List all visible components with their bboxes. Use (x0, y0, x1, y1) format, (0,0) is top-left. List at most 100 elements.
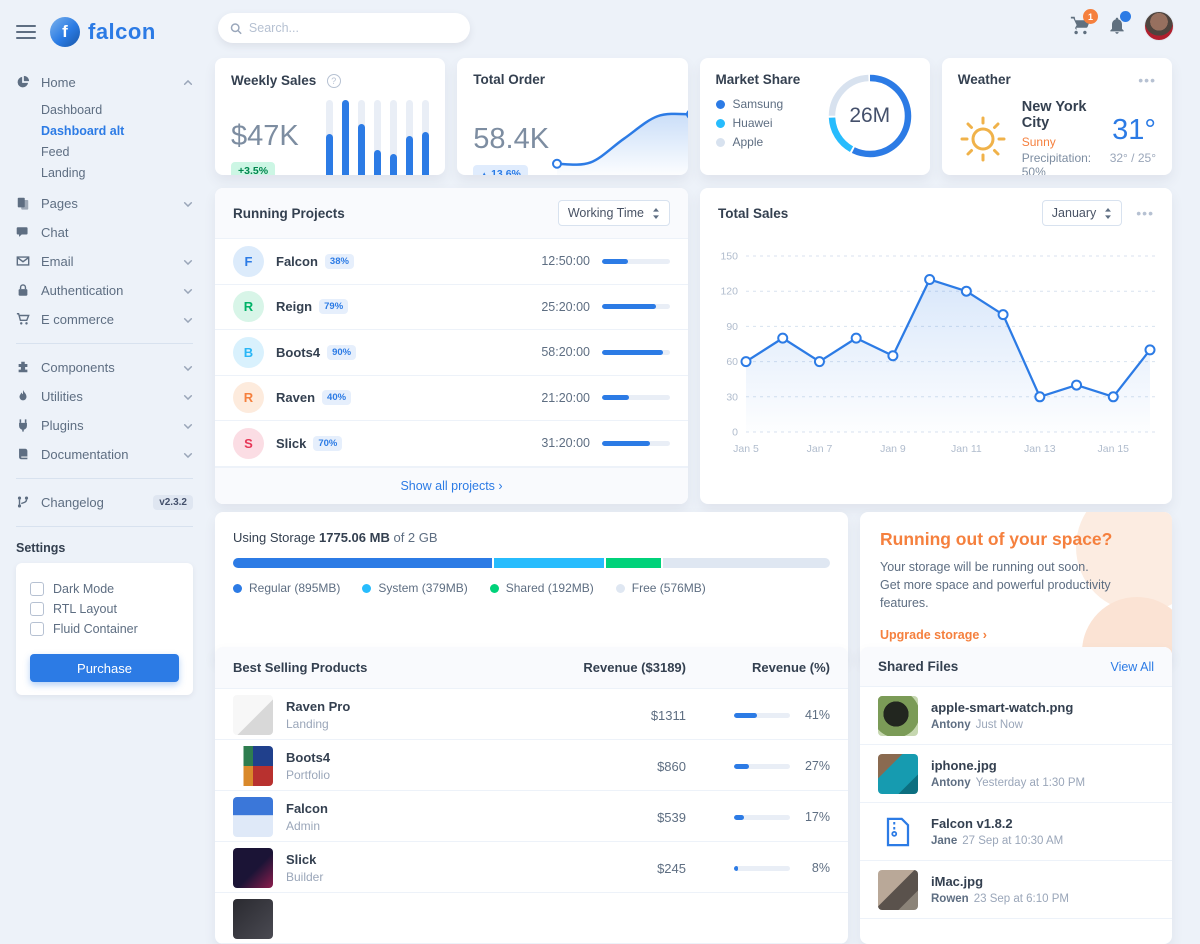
notification-dot-badge (1120, 11, 1131, 22)
checkbox[interactable] (30, 622, 44, 636)
product-percent-fill (734, 815, 744, 820)
project-name-link[interactable]: Reign (276, 299, 312, 314)
project-progress-group: 25:20:00 (541, 300, 670, 314)
checkbox[interactable] (30, 602, 44, 616)
market-share-title: Market Share (716, 72, 801, 87)
sidebar-item-chat[interactable]: Chat (16, 218, 193, 247)
sidebar-item-plugins[interactable]: Plugins (16, 411, 193, 440)
sidebar-item-dashboard[interactable]: Dashboard (41, 99, 193, 120)
file-author: Jane (931, 835, 957, 847)
show-all-projects-link[interactable]: Show all projects › (400, 479, 502, 493)
month-select[interactable]: January (1042, 200, 1122, 226)
product-name-link[interactable]: Boots4 (286, 750, 330, 765)
product-percent-cell: 41% (700, 708, 830, 722)
purchase-button[interactable]: Purchase (30, 654, 179, 682)
market-share-donut-chart: 26M (826, 72, 914, 160)
sidebar-item-utilities[interactable]: Utilities (16, 382, 193, 411)
total-sales-menu-button[interactable]: ••• (1136, 210, 1154, 216)
product-percent-value: 8% (800, 861, 830, 875)
file-name-link[interactable]: iphone.jpg (931, 758, 1085, 773)
version-badge: v2.3.2 (153, 495, 193, 510)
product-thumbnail (233, 746, 273, 786)
sidebar-item-e-commerce[interactable]: E commerce (16, 305, 193, 334)
project-progress-bar (602, 395, 670, 400)
file-time: Just Now (976, 719, 1023, 731)
svg-text:30: 30 (726, 391, 738, 403)
file-name-link[interactable]: Falcon v1.8.2 (931, 816, 1063, 831)
sidebar-item-documentation[interactable]: Documentation (16, 440, 193, 469)
user-avatar[interactable] (1144, 11, 1174, 41)
weather-temp: 31° (1110, 114, 1156, 147)
project-time: 21:20:00 (541, 391, 590, 405)
weather-card: Weather ••• New York City Sunny Precipit… (942, 58, 1172, 175)
legend-label: Apple (733, 135, 764, 149)
search-icon (230, 22, 242, 35)
sidebar-item-email[interactable]: Email (16, 247, 193, 276)
hamburger-menu-icon[interactable] (16, 21, 36, 43)
setting-option-rtl-layout[interactable]: RTL Layout (30, 602, 179, 616)
shared-files-title: Shared Files (878, 659, 958, 674)
project-name-link[interactable]: Falcon (276, 254, 318, 269)
project-avatar: B (233, 337, 264, 368)
product-revenue: $245 (550, 861, 700, 876)
file-thumbnail (878, 812, 918, 852)
file-name-link[interactable]: iMac.jpg (931, 874, 1069, 889)
storage-legend-item: Regular (895MB) (233, 581, 340, 595)
upgrade-space-card: Running out of your space? Your storage … (860, 512, 1172, 661)
sidebar-item-home[interactable]: Home (16, 68, 193, 97)
weather-menu-button[interactable]: ••• (1138, 77, 1156, 83)
project-name-link[interactable]: Raven (276, 390, 315, 405)
product-thumbnail (233, 797, 273, 837)
sidebar-item-dashboard-alt[interactable]: Dashboard alt (41, 120, 193, 141)
sidebar-item-landing[interactable]: Landing (41, 162, 193, 183)
divider (16, 526, 193, 527)
notifications-button[interactable] (1107, 15, 1129, 37)
brand-logo[interactable]: f falcon (50, 17, 156, 47)
sidebar-item-feed[interactable]: Feed (41, 141, 193, 162)
working-time-select[interactable]: Working Time (558, 200, 670, 226)
sidebar-item-authentication[interactable]: Authentication (16, 276, 193, 305)
chevron-up-icon (183, 78, 193, 88)
search-bar[interactable] (218, 13, 470, 43)
shopping-cart-icon (16, 312, 30, 326)
cart-button[interactable]: 1 (1070, 15, 1092, 37)
product-thumbnail (233, 695, 273, 735)
file-author: Antony (931, 719, 971, 731)
setting-option-fluid-container[interactable]: Fluid Container (30, 622, 179, 636)
sun-icon (958, 114, 1008, 164)
svg-text:120: 120 (720, 286, 738, 298)
storage-legend-item: Shared (192MB) (490, 581, 594, 595)
upgrade-storage-link[interactable]: Upgrade storage › (880, 628, 987, 642)
project-name-link[interactable]: Slick (276, 436, 306, 451)
help-icon[interactable]: ? (327, 74, 341, 88)
falcon-logo-icon: f (50, 17, 80, 47)
chevron-down-icon (183, 257, 193, 267)
product-name-link[interactable]: Slick (286, 852, 323, 867)
weather-title: Weather (958, 72, 1011, 87)
product-name-link[interactable]: Falcon (286, 801, 328, 816)
product-cell (233, 899, 550, 939)
sidebar-item-pages[interactable]: Pages (16, 189, 193, 218)
legend-dot (716, 100, 725, 109)
sidebar-item-label: Authentication (41, 283, 173, 298)
project-time: 31:20:00 (541, 436, 590, 450)
sidebar-item-changelog[interactable]: Changelog v2.3.2 (16, 488, 193, 517)
checkbox[interactable] (30, 582, 44, 596)
sidebar-item-components[interactable]: Components (16, 353, 193, 382)
product-percent-fill (734, 764, 749, 769)
view-all-link[interactable]: View All (1110, 660, 1154, 674)
weather-precipitation: Precipitation: 50% (1022, 151, 1096, 175)
project-name-link[interactable]: Boots4 (276, 345, 320, 360)
search-input[interactable] (249, 21, 458, 35)
svg-text:Jan 13: Jan 13 (1024, 443, 1056, 455)
file-name-link[interactable]: apple-smart-watch.png (931, 700, 1073, 715)
setting-option-dark-mode[interactable]: Dark Mode (30, 582, 179, 596)
sidebar-item-label: Home (41, 75, 173, 90)
sidebar-item-label: Changelog (41, 495, 137, 510)
product-name-link[interactable]: Raven Pro (286, 699, 350, 714)
